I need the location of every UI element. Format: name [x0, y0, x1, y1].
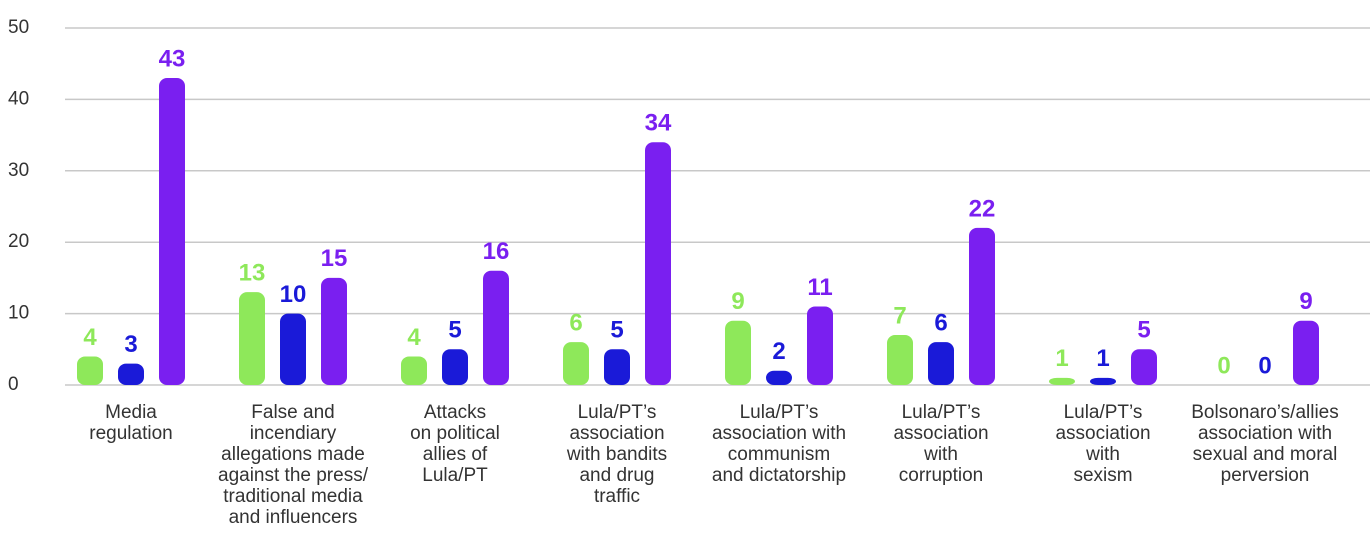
x-tick-label: Attacks on political allies of Lula/PT — [410, 402, 500, 486]
bar — [280, 313, 306, 385]
bar — [483, 270, 509, 385]
bar — [645, 142, 671, 385]
bar — [766, 370, 792, 385]
value-label: 6 — [569, 310, 582, 337]
y-tick-label: 20 — [8, 231, 29, 252]
value-label: 3 — [124, 331, 137, 358]
bar — [604, 349, 630, 385]
bar — [807, 306, 833, 385]
value-label: 9 — [1299, 288, 1312, 315]
value-label: 5 — [1137, 317, 1150, 344]
x-tick-label: Lula/PT’s association with bandits and d… — [566, 402, 668, 507]
x-tick-label: Lula/PT’s association with corruption — [893, 402, 989, 486]
bar — [969, 227, 995, 385]
value-label: 9 — [731, 288, 744, 315]
bar — [159, 77, 185, 385]
x-tick-label: Media regulation — [89, 402, 173, 444]
bar — [442, 349, 468, 385]
bar — [1049, 377, 1075, 385]
value-label: 13 — [239, 260, 266, 287]
x-tick-label: False and incendiary allegations made ag… — [218, 402, 368, 528]
bar — [1090, 377, 1116, 385]
bar — [1131, 349, 1157, 385]
value-label: 0 — [1217, 352, 1230, 379]
value-label: 6 — [934, 310, 947, 337]
value-label: 2 — [772, 338, 785, 365]
value-label: 16 — [483, 238, 510, 265]
y-tick-label: 40 — [8, 88, 29, 109]
bar — [401, 356, 427, 385]
y-tick-label: 10 — [8, 303, 29, 324]
value-label: 5 — [610, 317, 623, 344]
value-label: 10 — [280, 281, 307, 308]
x-tick-label: Lula/PT’s association with sexism — [1055, 402, 1151, 486]
y-tick-label: 50 — [8, 17, 29, 38]
bar — [77, 356, 103, 385]
bar — [725, 320, 751, 385]
bar — [239, 292, 265, 385]
bar — [118, 363, 144, 385]
value-label: 0 — [1258, 352, 1271, 379]
bar — [928, 342, 954, 385]
x-tick-label: Bolsonaro’s/allies association with sexu… — [1191, 402, 1339, 486]
bar — [321, 277, 347, 385]
bar — [1293, 320, 1319, 385]
value-label: 4 — [83, 324, 97, 351]
value-label: 11 — [807, 274, 832, 301]
x-tick-label: Lula/PT’s association with communism and… — [711, 402, 847, 486]
value-label: 5 — [448, 317, 461, 344]
value-label: 4 — [407, 324, 421, 351]
y-tick-label: 30 — [8, 160, 29, 181]
value-label: 1 — [1096, 345, 1109, 372]
value-label: 15 — [321, 245, 348, 272]
bar — [563, 342, 589, 385]
value-label: 43 — [159, 45, 186, 72]
value-label: 22 — [969, 195, 996, 222]
value-label: 1 — [1055, 345, 1068, 372]
y-tick-label: 0 — [8, 374, 19, 395]
value-label: 7 — [893, 302, 906, 329]
bar — [887, 335, 913, 385]
value-label: 34 — [645, 110, 672, 137]
